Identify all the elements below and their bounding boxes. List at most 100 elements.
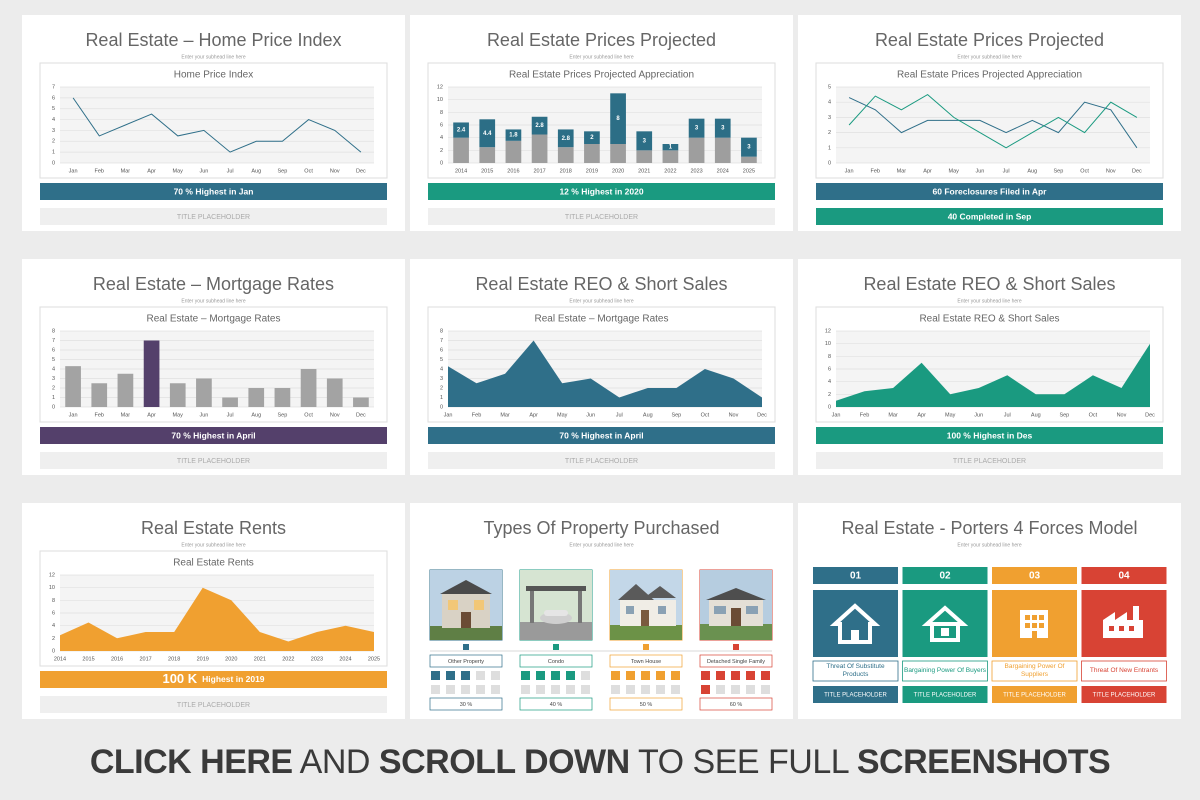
x-tick-label: Sep bbox=[671, 412, 681, 418]
icon-box bbox=[813, 590, 898, 657]
y-tick-label: 0 bbox=[440, 160, 443, 166]
bar bbox=[688, 137, 705, 163]
force-label: Bargaining Power Of Suppliers bbox=[1004, 663, 1065, 678]
bar bbox=[65, 366, 81, 407]
y-tick-label: 7 bbox=[440, 338, 443, 344]
x-tick-label: 2021 bbox=[638, 168, 650, 174]
x-tick-label: 2025 bbox=[368, 656, 380, 662]
force-label-text: Bargaining Power Of Buyers bbox=[903, 667, 986, 675]
x-tick-label: Oct bbox=[304, 168, 313, 174]
y-tick-label: 5 bbox=[828, 84, 831, 90]
number-box bbox=[902, 567, 988, 584]
unit-empty bbox=[761, 685, 770, 694]
unit-filled bbox=[536, 671, 545, 680]
plot-area bbox=[836, 87, 1150, 163]
force-icons bbox=[829, 603, 1143, 644]
y-tick-label: 4 bbox=[828, 100, 831, 106]
slide-title: Real Estate Prices Projected bbox=[487, 30, 716, 50]
chart-title: Home Price Index bbox=[174, 70, 253, 81]
placeholder-bar bbox=[902, 686, 988, 703]
x-tick-label: Jan bbox=[69, 412, 78, 418]
banner-text[interactable]: SCREENSHOTS bbox=[856, 742, 1111, 781]
x-tick-label: Mar bbox=[500, 412, 510, 418]
slides: Real Estate – Home Price Index Enter your… bbox=[22, 15, 1181, 719]
unit-empty bbox=[641, 685, 650, 694]
bar bbox=[505, 140, 522, 163]
y-tick-label: 12 bbox=[49, 572, 55, 578]
banner-text[interactable]: SCROLL DOWN bbox=[378, 742, 630, 781]
placeholder: TITLE PLACEHOLDER bbox=[177, 702, 250, 709]
unit-empty bbox=[551, 685, 560, 694]
x-tick-label: May bbox=[949, 168, 960, 174]
x-tick-label: 2018 bbox=[560, 168, 572, 174]
y-tick-label: 0 bbox=[52, 648, 55, 654]
y-tick-label: 8 bbox=[440, 328, 443, 334]
bar bbox=[143, 340, 160, 407]
force-placeholder: TITLE PLACEHOLDER bbox=[1003, 693, 1066, 699]
bar bbox=[91, 383, 108, 407]
placeholder: TITLE PLACEHOLDER bbox=[565, 214, 638, 221]
placeholder: TITLE PLACEHOLDER bbox=[177, 458, 250, 465]
value-box bbox=[429, 697, 503, 711]
x-tick-label: 2022 bbox=[664, 168, 676, 174]
x-tick-label: Feb bbox=[472, 412, 481, 418]
x-tick-label: 2015 bbox=[82, 656, 94, 662]
x-tick-label: Apr bbox=[529, 412, 538, 418]
x-tick-label: 2014 bbox=[455, 168, 467, 174]
card-label: Condo bbox=[548, 659, 564, 665]
x-tick-label: Jul bbox=[1004, 412, 1011, 418]
label-box bbox=[902, 660, 988, 682]
x-tick-label: Nov bbox=[330, 168, 340, 174]
placeholder-bar bbox=[40, 208, 387, 225]
x-tick-label: Dec bbox=[757, 412, 767, 418]
bar bbox=[714, 118, 731, 138]
x-tick-label: Nov bbox=[330, 412, 340, 418]
bar bbox=[196, 378, 212, 407]
unit-filled bbox=[626, 671, 635, 680]
slide: Real Estate REO & Short Sales Enter your … bbox=[798, 259, 1181, 475]
info-bar bbox=[428, 183, 775, 200]
marker bbox=[643, 644, 649, 650]
banner-text[interactable]: AND bbox=[292, 742, 379, 781]
x-tick-label: Dec bbox=[356, 412, 366, 418]
line bbox=[848, 97, 1138, 149]
y-tick-label: 6 bbox=[828, 366, 831, 372]
area bbox=[836, 343, 1150, 407]
x-tick-label: May bbox=[173, 168, 184, 174]
x-tick-label: Oct bbox=[701, 412, 710, 418]
force-label-text: Bargaining Power Of Suppliers bbox=[1004, 663, 1065, 678]
chart-title: Real Estate Prices Projected Appreciatio… bbox=[509, 70, 694, 81]
placeholder: TITLE PLACEHOLDER bbox=[953, 458, 1026, 465]
placeholder-bar bbox=[813, 686, 898, 703]
bar bbox=[531, 134, 548, 163]
force-placeholder: TITLE PLACEHOLDER bbox=[824, 693, 887, 699]
banner[interactable]: CLICK HERE AND SCROLL DOWN TO SEE FULL S… bbox=[0, 738, 1200, 786]
slide-title: Real Estate REO & Short Sales bbox=[475, 274, 727, 294]
y-tick-label: 1 bbox=[828, 145, 831, 151]
x-tick-label: Feb bbox=[95, 168, 104, 174]
x-tick-label: 2025 bbox=[743, 168, 755, 174]
info-text: 60 Foreclosures Filed in Apr bbox=[933, 186, 1048, 196]
info-bar bbox=[40, 671, 387, 688]
unit-empty bbox=[536, 685, 545, 694]
x-tick-label: 2014 bbox=[54, 656, 66, 662]
x-tick-label: 2023 bbox=[690, 168, 702, 174]
x-tick-label: Dec bbox=[356, 168, 366, 174]
card-value: 30 % bbox=[460, 702, 473, 708]
info-bar bbox=[816, 208, 1163, 225]
x-tick-label: Nov bbox=[1106, 168, 1116, 174]
label-box bbox=[812, 660, 899, 682]
y-tick-label: 8 bbox=[52, 328, 55, 334]
slide-title: Real Estate - Porters 4 Forces Model bbox=[841, 518, 1137, 538]
unit-filled bbox=[656, 671, 665, 680]
slide-title: Real Estate – Mortgage Rates bbox=[93, 274, 334, 294]
y-tick-label: 4 bbox=[52, 117, 55, 123]
x-tick-label: Oct bbox=[1080, 168, 1089, 174]
x-tick-label: Jul bbox=[227, 168, 234, 174]
unit-empty bbox=[581, 685, 590, 694]
banner-text[interactable]: CLICK HERE bbox=[89, 742, 293, 781]
number-box bbox=[813, 567, 898, 584]
banner-text[interactable]: TO SEE FULL bbox=[629, 742, 857, 781]
card-label: Detached Single Family bbox=[707, 659, 765, 665]
info-small: Highest in 2019 bbox=[202, 674, 265, 684]
